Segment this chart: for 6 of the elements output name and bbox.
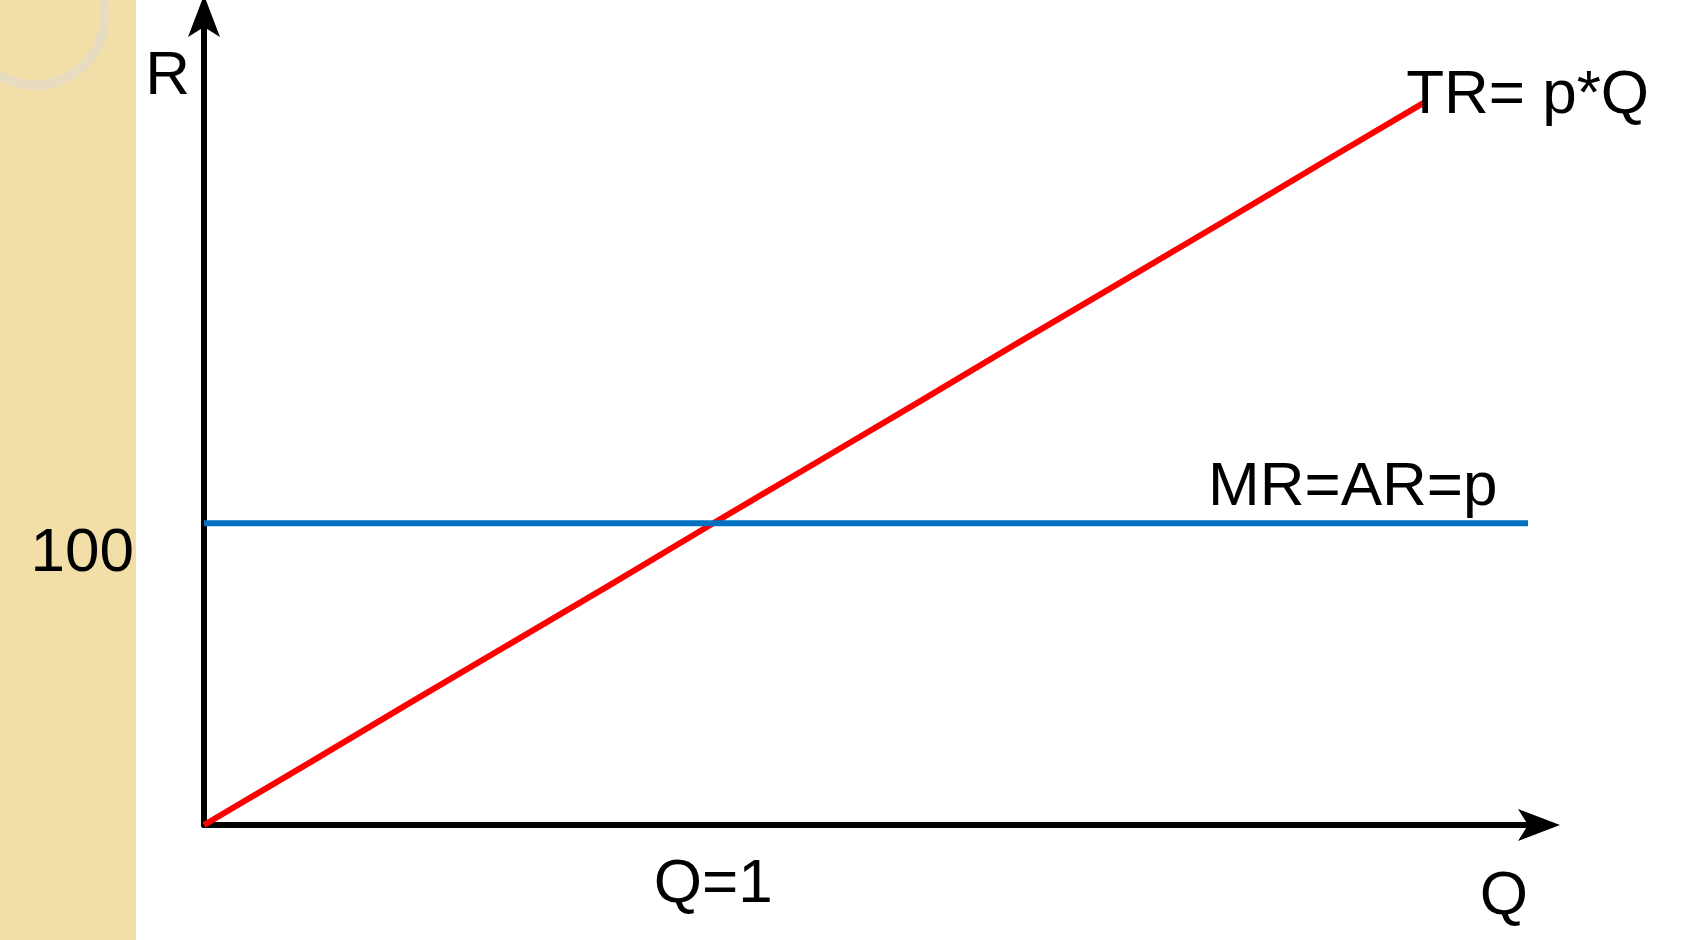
series-label: MR=AR=p <box>1208 448 1498 518</box>
series-label: TR= p*Q <box>1406 56 1650 126</box>
x-axis-title: Q <box>1479 857 1528 927</box>
y-axis-title: R <box>145 37 190 107</box>
text: Q=1 <box>653 845 773 915</box>
text: 100 <box>30 514 134 584</box>
